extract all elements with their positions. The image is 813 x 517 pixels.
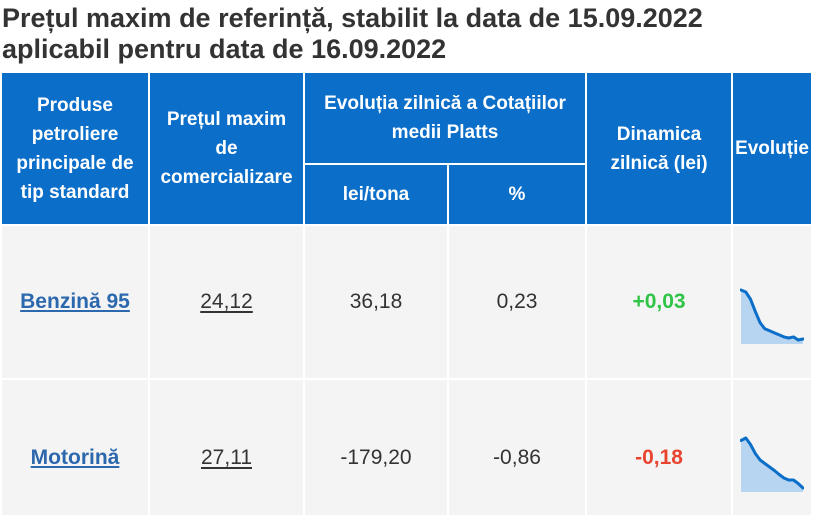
max-price-cell: 24,12 — [150, 226, 303, 378]
header-lei-per-ton: lei/tona — [305, 165, 447, 224]
page-title: Prețul maxim de referință, stabilit la d… — [2, 0, 810, 65]
header-evolution: Evoluție — [733, 73, 812, 224]
evolution-cell — [733, 226, 812, 378]
product-cell: Motorină — [2, 380, 148, 515]
table-row: Benzină 95 24,12 36,18 0,23 +0,03 — [2, 226, 812, 378]
product-link[interactable]: Benzină 95 — [20, 290, 130, 313]
header-product: Produse petroliere principale de tip sta… — [2, 73, 148, 224]
sparkline-line — [740, 436, 805, 489]
evolution-cell — [733, 380, 812, 515]
fuel-price-table: Produse petroliere principale de tip sta… — [0, 71, 813, 517]
platts-percent-cell: 0,23 — [449, 226, 586, 378]
max-price-value[interactable]: 27,11 — [201, 445, 252, 469]
platts-lei-per-ton-value: -179,20 — [340, 445, 412, 469]
platts-lei-per-ton-cell: -179,20 — [305, 380, 447, 515]
platts-percent-cell: -0,86 — [449, 380, 586, 515]
page-title-line-1: Prețul maxim de referință, stabilit la d… — [2, 3, 703, 33]
header-percent: % — [449, 165, 586, 224]
page-title-line-2: aplicabil pentru data de 16.09.2022 — [2, 34, 447, 64]
header-daily-dynamics: Dinamica zilnică (lei) — [587, 73, 732, 224]
table-subheader-row: lei/tona % — [2, 165, 811, 224]
daily-dynamics-cell: -0,18 — [587, 380, 732, 515]
platts-percent-value: -0,86 — [493, 445, 541, 469]
sparkline-area — [741, 437, 804, 492]
max-price-value[interactable]: 24,12 — [200, 290, 253, 313]
platts-percent-value: 0,23 — [496, 290, 538, 313]
platts-lei-per-ton-cell: 36,18 — [305, 226, 447, 378]
sparkline-line — [740, 288, 805, 342]
sparkline-area — [741, 290, 804, 344]
table-header-row: Produse petroliere principale de tip sta… — [2, 73, 812, 224]
evolution-sparkline — [740, 288, 805, 344]
daily-dynamics-cell: +0,03 — [587, 226, 732, 378]
max-price-cell: 27,11 — [150, 380, 303, 515]
table-row: Motorină 27,11 -179,20 -0,86 -0,18 — [2, 380, 812, 515]
header-platts-evolution: Evoluția zilnică a Cotațiilor medii Plat… — [305, 73, 586, 163]
header-max-price: Prețul maxim de comercializare — [150, 73, 303, 224]
platts-lei-per-ton-value: 36,18 — [349, 290, 403, 313]
daily-dynamics-value: +0,03 — [632, 290, 686, 313]
evolution-sparkline — [740, 436, 805, 492]
product-link[interactable]: Motorină — [30, 445, 120, 469]
daily-dynamics-value: -0,18 — [635, 445, 683, 469]
product-cell: Benzină 95 — [2, 226, 148, 378]
